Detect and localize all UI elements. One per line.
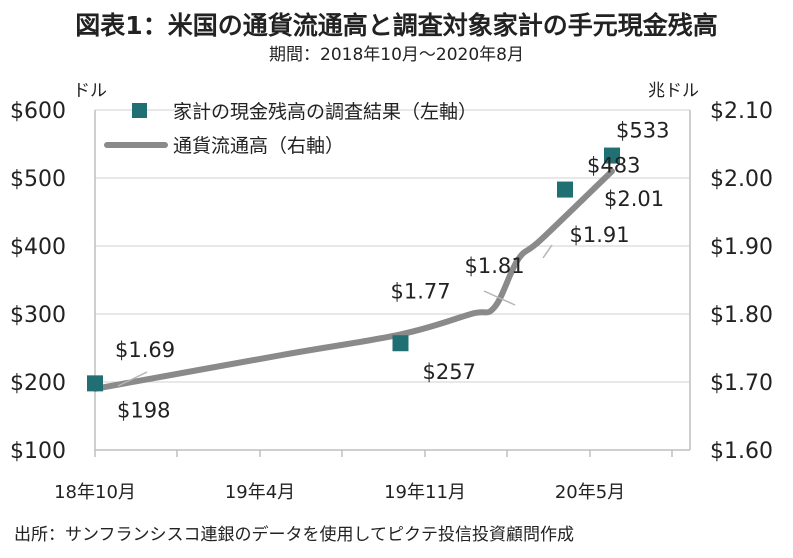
left-tick-label: $300 xyxy=(10,303,66,328)
right-tick-label: $1.70 xyxy=(710,371,773,396)
x-tick-label: 18年10月 xyxy=(54,482,136,503)
household-marker xyxy=(87,375,103,392)
household-data-label: $483 xyxy=(587,154,640,178)
left-axis-unit: ドル xyxy=(73,81,107,101)
currency-data-label: $1.69 xyxy=(115,338,175,362)
x-tick-label: 19年11月 xyxy=(384,482,466,503)
household-marker xyxy=(392,335,409,352)
chart-subtitle: 期間：2018年10月～2020年8月 xyxy=(269,45,524,65)
label-leader-line xyxy=(542,244,553,259)
household-marker xyxy=(557,181,573,198)
household-marker xyxy=(604,147,620,164)
right-axis-unit: 兆ドル xyxy=(648,81,699,101)
left-tick-label: $400 xyxy=(10,235,66,260)
currency-data-label: $1.77 xyxy=(391,279,451,303)
right-tick-label: $2.10 xyxy=(710,99,773,124)
label-leader-line xyxy=(117,371,148,387)
household-data-label: $533 xyxy=(616,119,669,143)
right-tick-label: $1.90 xyxy=(710,235,773,260)
left-tick-label: $200 xyxy=(10,371,66,396)
left-tick-label: $500 xyxy=(10,167,66,192)
currency-line xyxy=(92,168,615,392)
right-tick-label: $2.00 xyxy=(710,167,773,192)
currency-data-label: $2.01 xyxy=(604,187,664,211)
legend-label-currency: 通貨流通高（右軸） xyxy=(173,135,344,157)
currency-data-label: $1.91 xyxy=(570,223,630,247)
right-tick-label: $1.60 xyxy=(710,439,773,464)
source-note: 出所：サンフランシスコ連銀のデータを使用してピクテ投信投資顧問作成 xyxy=(14,525,574,545)
x-tick-label: 19年4月 xyxy=(225,482,295,503)
legend-marker-household xyxy=(132,103,147,118)
left-tick-label: $100 xyxy=(10,439,66,464)
chart-title: 図表1：米国の通貨流通高と調査対象家計の手元現金残高 xyxy=(75,11,718,40)
household-data-label: $198 xyxy=(117,398,170,422)
legend-label-household: 家計の現金残高の調査結果（左軸） xyxy=(173,101,477,123)
label-leader-line xyxy=(483,290,516,306)
household-data-label: $257 xyxy=(423,360,476,384)
x-tick-label: 20年5月 xyxy=(555,482,625,503)
right-tick-label: $1.80 xyxy=(710,303,773,328)
left-tick-label: $600 xyxy=(10,99,66,124)
currency-data-label: $1.81 xyxy=(465,254,525,278)
